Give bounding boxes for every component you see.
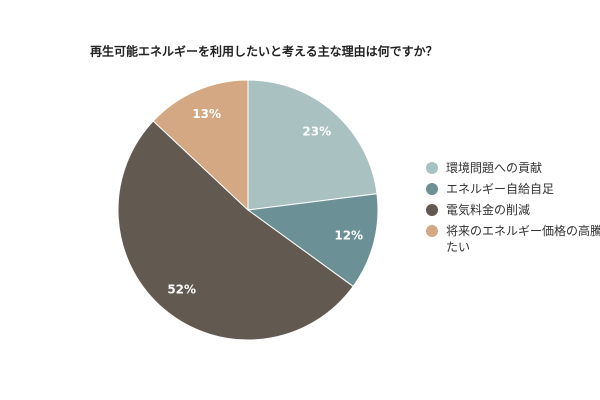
legend-swatch (426, 162, 438, 174)
pie-slice (152, 79, 249, 212)
legend-item: 環境問題への貢献 (424, 160, 600, 176)
legend-item: 将来のエネルギー価格の高騰に備えたい (424, 223, 600, 255)
legend: 環境問題への貢献エネルギー自給自足電気料金の削減将来のエネルギー価格の高騰に備え… (424, 160, 600, 260)
legend-label: 将来のエネルギー価格の高騰に備えたい (446, 224, 600, 254)
legend-label: 環境問題への貢献 (446, 161, 543, 175)
legend-label: 電気料金の削減 (446, 203, 531, 217)
data-label: 52% (167, 283, 196, 297)
pie-slice (247, 79, 378, 211)
pie-slice (246, 193, 379, 288)
legend-item: エネルギー自給自足 (424, 181, 600, 197)
pie-slice (117, 120, 354, 341)
data-label: 13% (192, 107, 221, 121)
data-label: 23% (302, 124, 331, 138)
legend-swatch (426, 183, 438, 195)
legend-item: 電気料金の削減 (424, 202, 600, 218)
data-label: 12% (334, 228, 363, 242)
legend-swatch (426, 225, 438, 237)
legend-swatch (426, 204, 438, 216)
chart-title: 再生可能エネルギーを利用したいと考える主な理由は何ですか？ (90, 44, 438, 59)
legend-label: エネルギー自給自足 (446, 182, 555, 196)
